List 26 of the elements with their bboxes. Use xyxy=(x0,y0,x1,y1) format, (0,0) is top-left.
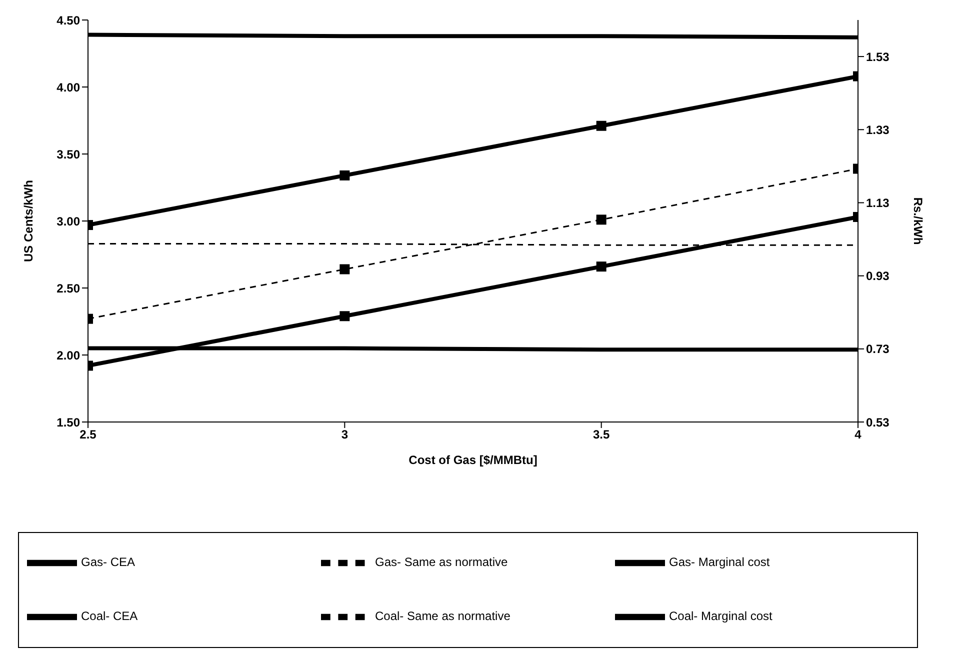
y2-tick-label: 0.53 xyxy=(866,415,890,430)
x-tick-label: 3 xyxy=(341,428,348,442)
y-tick-label: 1.50 xyxy=(56,415,80,430)
legend-label: Gas- Same as normative xyxy=(375,555,508,570)
y-tick-label: 3.50 xyxy=(56,147,80,162)
y2-tick-label: 1.33 xyxy=(866,122,890,137)
y-tick-label: 2.00 xyxy=(56,348,80,362)
legend-label: Coal- CEA xyxy=(81,609,138,624)
legend-label: Gas- Marginal cost xyxy=(669,555,770,570)
y-tick-label: 2.50 xyxy=(56,281,80,296)
y2-tick-label: 1.53 xyxy=(866,50,890,64)
y2-axis-title: Rs./kWh xyxy=(910,197,925,245)
y-tick-label: 4.00 xyxy=(56,80,80,94)
legend-label: Gas- CEA xyxy=(81,555,136,570)
x-axis-title: Cost of Gas [$/MMBtu] xyxy=(408,453,538,467)
y-tick-label: 3.00 xyxy=(56,214,80,228)
y2-tick-label: 0.73 xyxy=(866,342,890,356)
legend-label: Coal- Marginal cost xyxy=(669,609,772,624)
y2-tick-label: 1.13 xyxy=(866,196,890,210)
x-tick-label: 3.5 xyxy=(592,428,610,442)
x-tick-label: 4 xyxy=(854,428,862,442)
y-tick-label: 4.50 xyxy=(56,13,80,28)
y-axis-title: US Cents/kWh xyxy=(21,180,36,262)
legend-label: Coal- Same as normative xyxy=(375,609,510,624)
y2-tick-label: 0.93 xyxy=(866,269,890,284)
x-tick-label: 2.5 xyxy=(80,428,97,442)
